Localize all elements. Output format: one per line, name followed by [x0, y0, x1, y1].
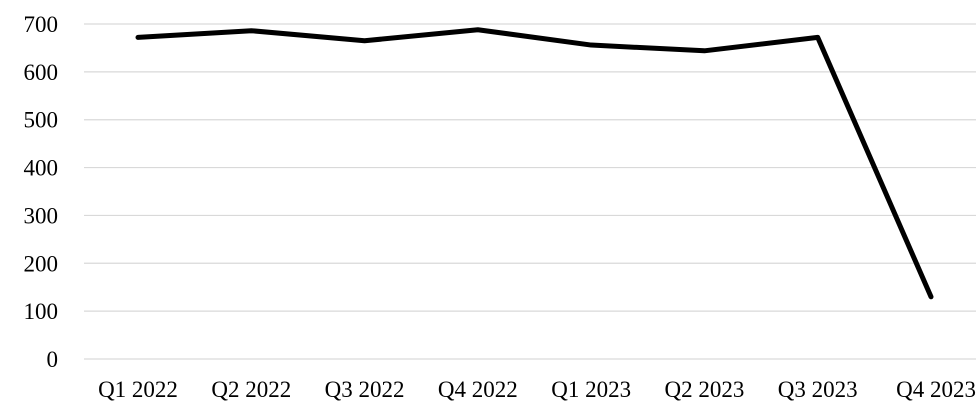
- x-tick-label: Q2 2023: [664, 377, 744, 402]
- x-tick-label: Q4 2022: [438, 377, 518, 402]
- y-tick-label: 600: [24, 60, 59, 85]
- y-tick-label: 300: [24, 203, 59, 228]
- x-tick-label: Q1 2023: [551, 377, 631, 402]
- y-tick-label: 200: [24, 251, 59, 276]
- y-tick-label: 100: [24, 299, 59, 324]
- y-tick-label: 0: [47, 347, 59, 372]
- y-tick-label: 400: [24, 156, 59, 181]
- y-tick-label: 700: [24, 12, 59, 37]
- x-tick-label: Q1 2022: [98, 377, 178, 402]
- gridlines: [84, 24, 976, 359]
- x-tick-label: Q4 2023: [896, 377, 976, 402]
- y-axis-tick-labels: 0 100 200 300 400 500 600 700: [24, 12, 59, 372]
- series-lines: [138, 30, 931, 297]
- x-tick-label: Q2 2022: [211, 377, 291, 402]
- x-axis-tick-labels: Q1 2022 Q2 2022 Q3 2022 Q4 2022 Q1 2023 Q2 20…: [98, 377, 976, 402]
- x-tick-label: Q3 2022: [325, 377, 405, 402]
- series-line-0: [138, 30, 931, 297]
- x-tick-label: Q3 2023: [778, 377, 858, 402]
- y-tick-label: 500: [24, 108, 59, 133]
